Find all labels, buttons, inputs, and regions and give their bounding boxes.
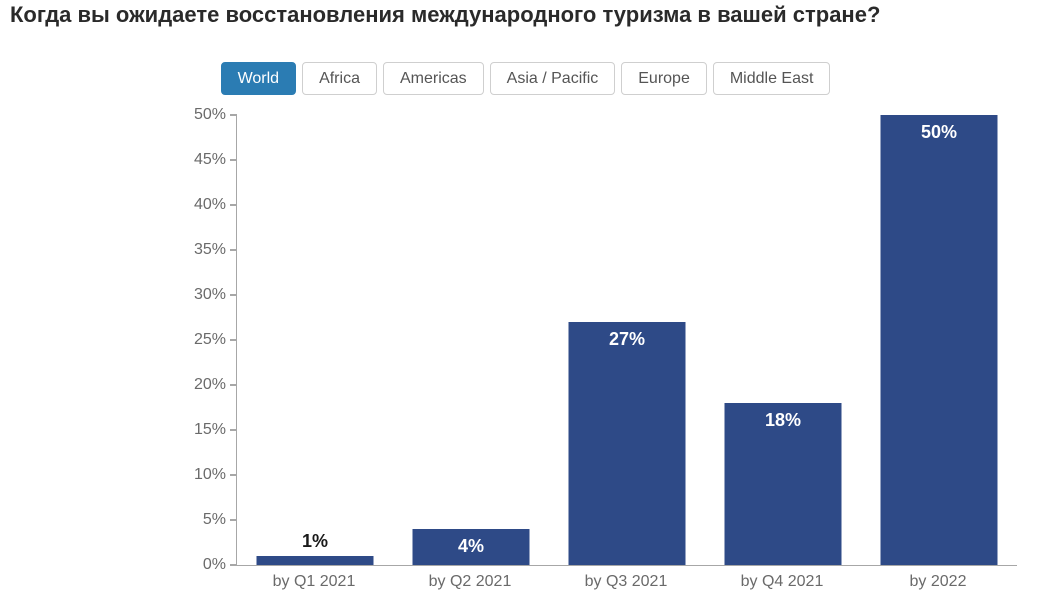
bar-value-label: 1%: [302, 531, 328, 552]
plot-area: 1% 4% 27% 18% 50%: [236, 115, 1017, 566]
region-tab-middle-east[interactable]: Middle East: [713, 62, 831, 95]
region-tabs-inner: WorldAfricaAmericasAsia / PacificEuropeM…: [221, 62, 831, 95]
y-tick-mark: [230, 384, 237, 386]
y-tick-label: 45%: [194, 151, 226, 169]
bar-value-label: 4%: [458, 536, 484, 557]
y-tick-label: 5%: [203, 511, 226, 529]
chart: 0%5%10%15%20%25%30%35%40%45%50% 1%4%27%1…: [170, 115, 1020, 595]
y-tick-label: 25%: [194, 331, 226, 349]
chart-title: Когда вы ожидаете восстановления междуна…: [10, 2, 880, 28]
x-tick-label: by Q3 2021: [548, 567, 704, 591]
region-tab-europe[interactable]: Europe: [621, 62, 707, 95]
region-tab-asia-pacific[interactable]: Asia / Pacific: [490, 62, 616, 95]
y-tick-label: 20%: [194, 376, 226, 394]
x-tick-label: by 2022: [860, 567, 1016, 591]
x-tick-label: by Q2 2021: [392, 567, 548, 591]
y-tick-label: 40%: [194, 196, 226, 214]
y-tick-mark: [230, 294, 237, 296]
bar-value-label: 50%: [921, 122, 957, 143]
region-tabs: WorldAfricaAmericasAsia / PacificEuropeM…: [0, 62, 1051, 95]
y-tick-mark: [230, 159, 237, 161]
y-tick-label: 10%: [194, 466, 226, 484]
bar-column: 4%: [393, 115, 549, 565]
region-tab-americas[interactable]: Americas: [383, 62, 484, 95]
y-tick-label: 50%: [194, 106, 226, 124]
bar: [881, 115, 998, 565]
y-tick-mark: [230, 519, 237, 521]
x-tick-label: by Q1 2021: [236, 567, 392, 591]
y-tick-mark: [230, 114, 237, 116]
region-tab-africa[interactable]: Africa: [302, 62, 377, 95]
bar-column: 50%: [861, 115, 1017, 565]
y-tick-mark: [230, 474, 237, 476]
y-tick-label: 30%: [194, 286, 226, 304]
bar-column: 18%: [705, 115, 861, 565]
bar: [569, 322, 686, 565]
y-tick-label: 0%: [203, 556, 226, 574]
bars-container: 1% 4% 27% 18% 50%: [237, 115, 1017, 565]
y-tick-mark: [230, 339, 237, 341]
bar-value-label: 27%: [609, 329, 645, 350]
y-tick-mark: [230, 564, 237, 566]
y-axis: 0%5%10%15%20%25%30%35%40%45%50%: [170, 115, 234, 565]
bar-column: 1%: [237, 115, 393, 565]
bar-column: 27%: [549, 115, 705, 565]
bar-value-label: 18%: [765, 410, 801, 431]
y-tick-mark: [230, 429, 237, 431]
region-tab-world[interactable]: World: [221, 62, 297, 95]
y-tick-label: 35%: [194, 241, 226, 259]
page-root: { "title": "Когда вы ожидаете восстановл…: [0, 0, 1051, 613]
y-tick-mark: [230, 204, 237, 206]
y-tick-label: 15%: [194, 421, 226, 439]
x-axis: by Q1 2021by Q2 2021by Q3 2021by Q4 2021…: [236, 567, 1016, 591]
bar: [257, 556, 374, 565]
x-tick-label: by Q4 2021: [704, 567, 860, 591]
y-tick-mark: [230, 249, 237, 251]
